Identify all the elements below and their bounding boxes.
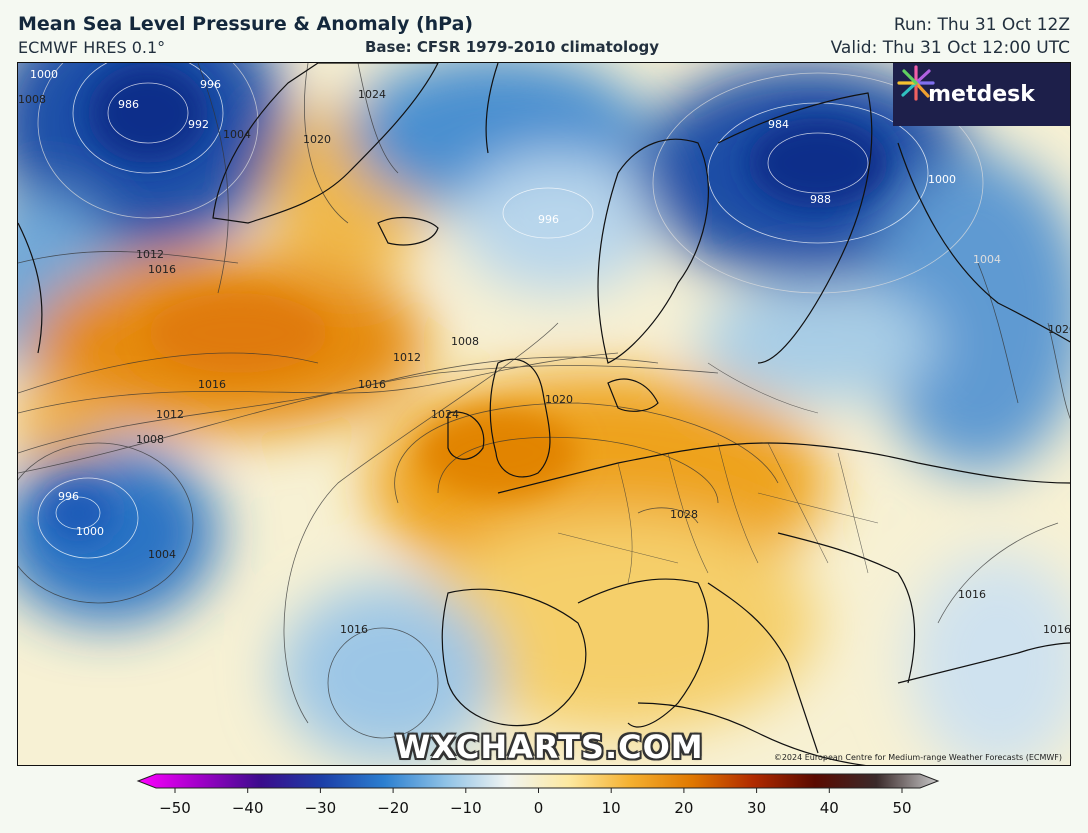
isobar-label: 1004	[223, 128, 251, 141]
copyright-notice: ©2024 European Centre for Medium-range W…	[773, 753, 1062, 762]
isobar-label: 1016	[358, 378, 386, 391]
colorbar-tick-label: 20	[674, 799, 693, 817]
colorbar-ticks: −50 −40 −30 −20 −10 0 10 20 30 40 50	[159, 788, 912, 817]
colorbar-tick-label: 50	[892, 799, 911, 817]
colorbar-tick-label: 40	[820, 799, 839, 817]
map-canvas: 1000 1008 986 992 996 1004 1024 1020 101…	[18, 63, 1071, 765]
isobar-label: 1016	[1043, 623, 1071, 636]
colorbar-gradient	[136, 773, 940, 789]
metdesk-logo: metdesk	[893, 63, 1070, 126]
metdesk-star-icon	[897, 65, 935, 101]
isobar-label: 1000	[928, 173, 956, 186]
isobar-label: 1016	[340, 623, 368, 636]
isobar-label: 1008	[451, 335, 479, 348]
isobar-labels: 1000 1008 986 992 996 1004 1024 1020 101…	[18, 68, 1071, 636]
isobar-label: 1008	[136, 433, 164, 446]
map-title: Mean Sea Level Pressure & Anomaly (hPa)	[18, 13, 474, 35]
colorbar-tick-label: 30	[747, 799, 766, 817]
isobar-label: 1000	[76, 525, 104, 538]
isobar-label: 1020	[545, 393, 573, 406]
isobar-lines	[18, 63, 1070, 739]
isobar-label: 996	[58, 490, 79, 503]
coastlines	[18, 63, 1070, 765]
run-time: Run: Thu 31 Oct 12Z	[893, 15, 1070, 35]
isobar-label: 1020	[1048, 323, 1071, 336]
isobar-label: 1012	[393, 351, 421, 364]
isobar-label: 996	[200, 78, 221, 91]
pressure-anomaly-map: 1000 1008 986 992 996 1004 1024 1020 101…	[17, 62, 1071, 766]
isobar-label: 1016	[958, 588, 986, 601]
isobar-label: 1012	[136, 248, 164, 261]
country-borders	[557, 362, 879, 584]
isobar-label: 1020	[303, 133, 331, 146]
climatology-base: Base: CFSR 1979-2010 climatology	[365, 38, 660, 56]
isobar-label: 1024	[431, 408, 459, 421]
anomaly-cores	[43, 63, 888, 543]
isobar-label: 986	[118, 98, 139, 111]
colorbar-tick-label: 10	[602, 799, 621, 817]
isobar-label: 992	[188, 118, 209, 131]
anomaly-colorbar: −50 −40 −30 −20 −10 0 10 20 30 40 50	[136, 773, 940, 817]
isobar-label: 984	[768, 118, 789, 131]
isobar-label: 1028	[670, 508, 698, 521]
logo-text: metdesk	[928, 82, 1035, 107]
watermark: WXCHARTS.COM	[395, 728, 704, 766]
isobar-label: 996	[538, 213, 559, 226]
isobar-label: 1016	[148, 263, 176, 276]
colorbar-tick-label: −50	[159, 799, 191, 817]
isobar-label: 1012	[156, 408, 184, 421]
model-name: ECMWF HRES 0.1°	[18, 38, 166, 57]
isobar-label: 1004	[973, 253, 1001, 266]
isobar-label: 988	[810, 193, 831, 206]
colorbar-tick-label: −40	[232, 799, 264, 817]
isobar-label: 1024	[358, 88, 386, 101]
valid-time: Valid: Thu 31 Oct 12:00 UTC	[830, 38, 1070, 58]
colorbar-tick-label: −30	[305, 799, 337, 817]
isobar-label: 1000	[30, 68, 58, 81]
colorbar-tick-label: −20	[377, 799, 409, 817]
colorbar-tick-label: 0	[534, 799, 544, 817]
colorbar-tick-label: −10	[450, 799, 482, 817]
isobar-label: 1016	[198, 378, 226, 391]
isobar-label: 1004	[148, 548, 176, 561]
isobar-label: 1008	[18, 93, 46, 106]
